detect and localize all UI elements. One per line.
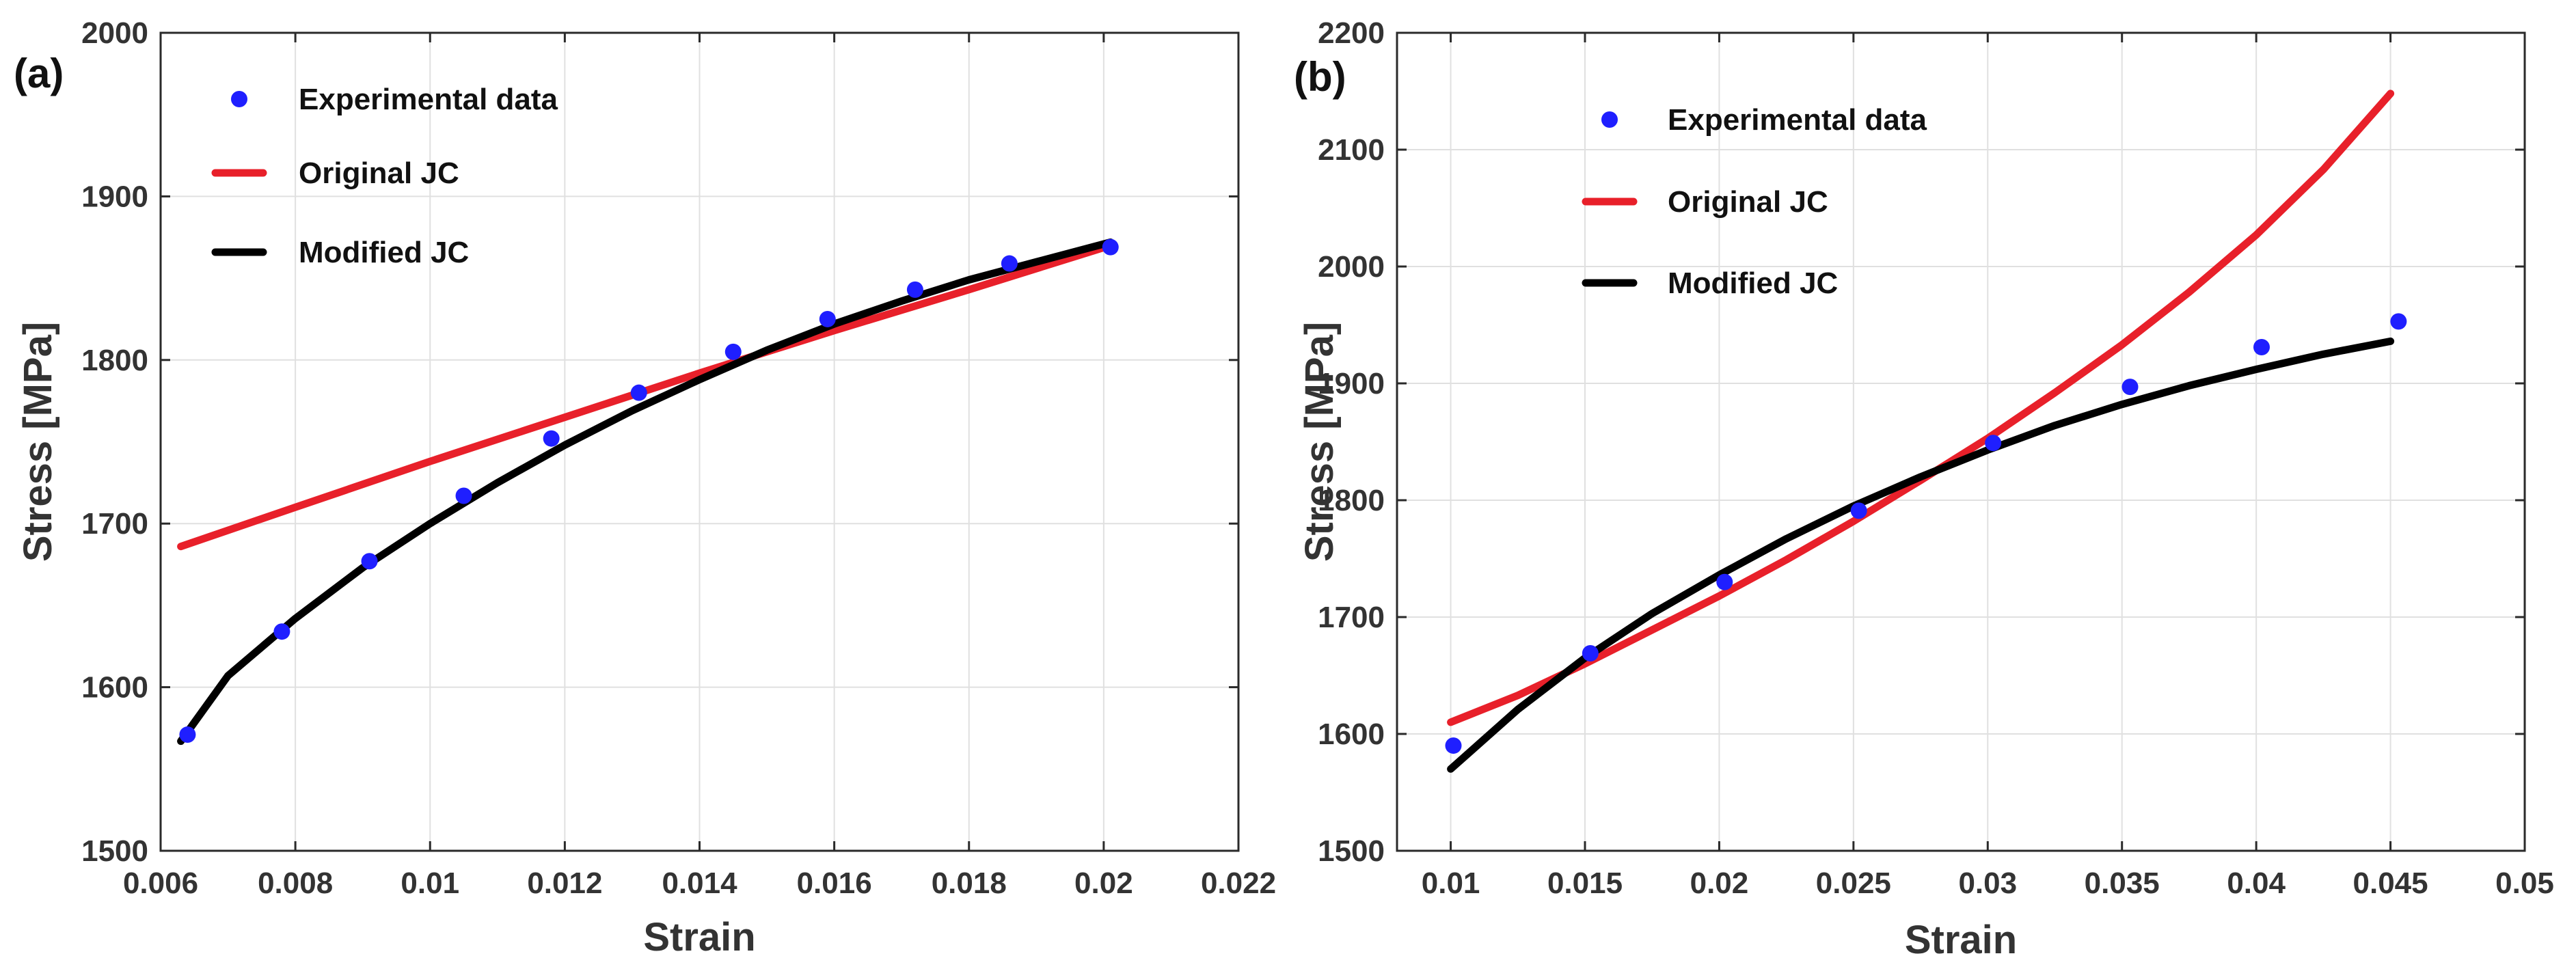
y-tick-label: 1700 (1318, 601, 1385, 634)
y-tick-label: 1800 (81, 344, 148, 377)
data-point (2253, 338, 2270, 355)
x-tick-label: 0.018 (932, 866, 1007, 900)
x-tick-label: 0.014 (662, 866, 737, 900)
y-tick-label: 1600 (81, 671, 148, 705)
x-tick-label: 0.03 (1958, 866, 2017, 900)
data-point (906, 281, 923, 298)
x-tick-label: 0.022 (1201, 866, 1276, 900)
x-tick-label: 0.02 (1074, 866, 1133, 900)
legend-entry: Original JC (1668, 185, 1828, 219)
legend-marker (1601, 111, 1618, 128)
data-point (455, 487, 472, 504)
data-point (1716, 573, 1733, 590)
x-tick-label: 0.012 (527, 866, 602, 900)
data-point (543, 430, 560, 447)
panel-a: 0.006 0.008 0.01 0.012 0.014 0.016 0.018 0.02 0.… (14, 16, 1276, 959)
y-tick-label: 1500 (81, 834, 148, 868)
y-tick-label: 1900 (1318, 367, 1385, 400)
y-tick-label: 1700 (81, 507, 148, 541)
series-line-modified-jc (1447, 337, 2395, 773)
y-tick-label: 1500 (1318, 834, 1385, 868)
legend-entry: Modified JC (1668, 267, 1838, 300)
x-tick-label: 0.02 (1690, 866, 1749, 900)
data-point (1102, 238, 1119, 256)
data-point (1445, 737, 1462, 754)
x-tick-label: 0.015 (1547, 866, 1623, 900)
data-point (1001, 255, 1018, 272)
y-axis-label: Stress [MPa] (1297, 322, 1342, 562)
data-point (361, 553, 378, 570)
x-axis-label: Strain (1905, 918, 2017, 962)
y-tick-label: 1800 (1318, 484, 1385, 517)
y-tick-label: 1900 (81, 180, 148, 213)
data-point (1985, 435, 2002, 452)
data-point (2390, 313, 2407, 330)
legend-marker (231, 91, 247, 107)
data-point (724, 343, 742, 360)
data-point (273, 623, 290, 640)
data-point (630, 384, 647, 401)
x-tick-label: 0.035 (2085, 866, 2160, 900)
data-point (2121, 379, 2139, 396)
axes-box (1396, 31, 2526, 852)
y-tick-label: 2200 (1318, 16, 1385, 50)
panel-label: (b) (1294, 54, 1346, 100)
x-axis-label: Strain (643, 915, 755, 959)
data-point (179, 726, 196, 743)
x-tick-label: 0.01 (401, 866, 459, 900)
x-tick-label: 0.025 (1816, 866, 1891, 900)
panel-label: (a) (14, 51, 64, 96)
x-tick-label: 0.006 (123, 866, 198, 900)
y-tick-label: 2000 (81, 16, 148, 50)
legend-entry: Modified JC (299, 236, 469, 269)
legend-entry: Original JC (299, 156, 459, 190)
y-tick-label: 2000 (1318, 250, 1385, 284)
x-tick-label: 0.016 (797, 866, 872, 900)
y-tick-label: 2100 (1318, 133, 1385, 167)
x-tick-label: 0.045 (2353, 866, 2428, 900)
x-tick-label: 0.01 (1422, 866, 1480, 900)
legend-entry: Experimental data (1668, 103, 1927, 137)
y-axis-label: Stress [MPa] (16, 322, 60, 562)
x-tick-label: 0.04 (2227, 866, 2286, 900)
plot-area (1397, 33, 2525, 851)
data-point (819, 310, 836, 327)
x-tick-label: 0.05 (2495, 866, 2554, 900)
x-tick-label: 0.008 (258, 866, 333, 900)
legend-entry: Experimental data (299, 83, 558, 116)
y-tick-label: 1600 (1318, 718, 1385, 751)
panel-b: 0.01 0.015 0.02 0.025 0.03 0.035 0.04 0.045 0.05… (1294, 16, 2554, 962)
data-point (1582, 645, 1599, 662)
series-line-modified-jc (177, 238, 1115, 746)
data-point (1850, 502, 1867, 519)
